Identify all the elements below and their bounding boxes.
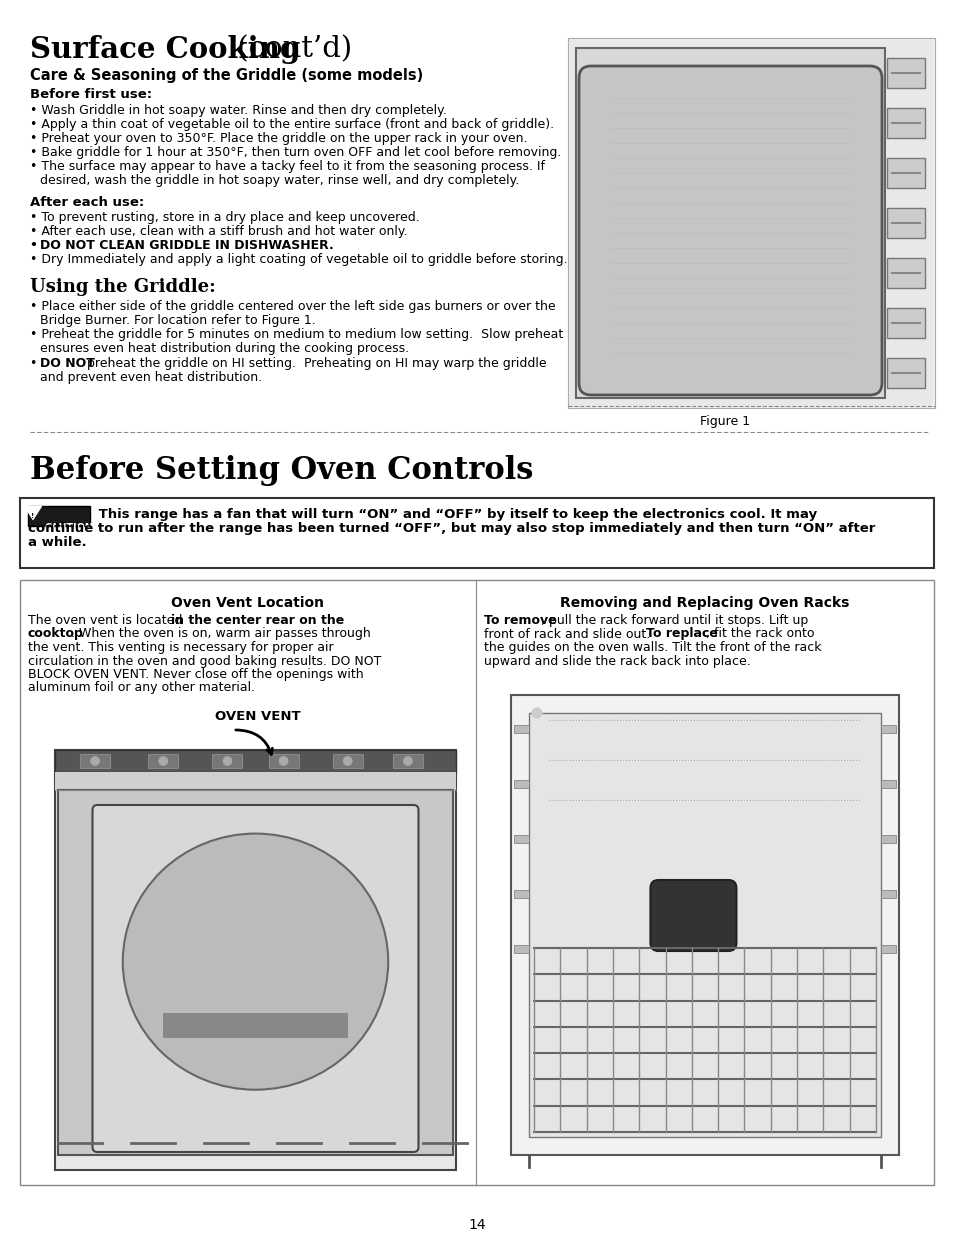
Polygon shape <box>24 506 42 520</box>
Text: continue to run after the range has been turned “OFF”, but may also stop immedia: continue to run after the range has been… <box>28 522 875 535</box>
Text: front of rack and slide out.: front of rack and slide out. <box>483 627 654 641</box>
Bar <box>514 725 529 734</box>
Circle shape <box>279 757 288 766</box>
FancyBboxPatch shape <box>578 65 882 395</box>
Text: Bridge Burner. For location refer to Figure 1.: Bridge Burner. For location refer to Fig… <box>40 314 315 327</box>
Ellipse shape <box>123 834 388 1089</box>
Text: • Dry Immediately and apply a light coating of vegetable oil to griddle before s: • Dry Immediately and apply a light coat… <box>30 253 567 266</box>
Bar <box>28 506 90 526</box>
Text: desired, wash the griddle in hot soapy water, rinse well, and dry completely.: desired, wash the griddle in hot soapy w… <box>40 174 518 186</box>
Bar <box>55 750 456 772</box>
Text: preheat the griddle on HI setting.  Preheating on HI may warp the griddle: preheat the griddle on HI setting. Prehe… <box>83 357 546 370</box>
Text: Before Setting Oven Controls: Before Setting Oven Controls <box>30 454 533 487</box>
Bar <box>880 725 895 734</box>
Bar <box>20 498 933 568</box>
FancyBboxPatch shape <box>92 805 418 1152</box>
Bar <box>529 713 880 1137</box>
Text: • Wash Griddle in hot soapy water. Rinse and then dry completely.: • Wash Griddle in hot soapy water. Rinse… <box>30 104 446 117</box>
Text: Oven Vent Location: Oven Vent Location <box>172 597 324 610</box>
Text: Surface Cooking: Surface Cooking <box>30 35 300 64</box>
Text: DO NOT: DO NOT <box>40 357 94 370</box>
Text: The oven vent is located: The oven vent is located <box>28 614 186 627</box>
Bar <box>886 107 924 138</box>
Text: OVEN VENT: OVEN VENT <box>215 710 300 722</box>
Text: •: • <box>30 240 42 252</box>
Bar <box>880 945 895 953</box>
Text: • Place either side of the griddle centered over the left side gas burners or ov: • Place either side of the griddle cente… <box>30 300 555 312</box>
Text: upward and slide the rack back into place.: upward and slide the rack back into plac… <box>483 655 750 667</box>
Bar <box>269 755 298 768</box>
Circle shape <box>158 757 168 766</box>
Text: , fit the rack onto: , fit the rack onto <box>705 627 814 641</box>
Text: • Preheat your oven to 350°F. Place the griddle on the upper rack in your oven.: • Preheat your oven to 350°F. Place the … <box>30 132 527 144</box>
Text: , pull the rack forward until it stops. Lift up: , pull the rack forward until it stops. … <box>540 614 807 627</box>
Text: BLOCK OVEN VENT. Never close off the openings with: BLOCK OVEN VENT. Never close off the ope… <box>28 668 363 680</box>
Text: circulation in the oven and good baking results. DO NOT: circulation in the oven and good baking … <box>28 655 381 667</box>
Bar <box>55 772 456 790</box>
Bar <box>886 258 924 288</box>
Text: After each use:: After each use: <box>30 196 144 209</box>
Bar <box>567 38 934 408</box>
Bar <box>80 755 110 768</box>
Bar <box>886 58 924 88</box>
Bar <box>886 207 924 238</box>
Bar <box>886 358 924 388</box>
Text: ensures even heat distribution during the cooking process.: ensures even heat distribution during th… <box>40 342 409 354</box>
FancyBboxPatch shape <box>650 881 736 951</box>
Text: This range has a fan that will turn “ON” and “OFF” by itself to keep the electro: This range has a fan that will turn “ON”… <box>94 508 817 521</box>
Bar <box>880 835 895 844</box>
Text: To replace: To replace <box>645 627 717 641</box>
Bar <box>20 580 933 1186</box>
Text: Figure 1: Figure 1 <box>700 415 749 429</box>
Text: 14: 14 <box>468 1218 485 1233</box>
Text: a while.: a while. <box>28 536 87 550</box>
Text: . When the oven is on, warm air passes through: . When the oven is on, warm air passes t… <box>71 627 371 641</box>
Text: CAUTION: CAUTION <box>45 522 94 534</box>
Text: (cont’d): (cont’d) <box>228 35 352 63</box>
Bar <box>880 890 895 898</box>
Bar <box>886 158 924 188</box>
Text: To remove: To remove <box>483 614 556 627</box>
Text: DO NOT CLEAN GRIDDLE IN DISHWASHER.: DO NOT CLEAN GRIDDLE IN DISHWASHER. <box>40 240 334 252</box>
Bar <box>514 781 529 788</box>
Circle shape <box>343 757 352 766</box>
Circle shape <box>223 757 232 766</box>
Bar <box>514 890 529 898</box>
Text: the vent. This venting is necessary for proper air: the vent. This venting is necessary for … <box>28 641 334 655</box>
Text: • To prevent rusting, store in a dry place and keep uncovered.: • To prevent rusting, store in a dry pla… <box>30 211 419 224</box>
Bar <box>213 755 242 768</box>
Bar <box>514 835 529 844</box>
Text: Care & Seasoning of the Griddle (some models): Care & Seasoning of the Griddle (some mo… <box>30 68 423 83</box>
Bar <box>393 755 422 768</box>
Bar <box>162 1013 348 1037</box>
Bar <box>576 48 884 398</box>
Bar <box>333 755 362 768</box>
Bar <box>880 781 895 788</box>
Text: • After each use, clean with a stiff brush and hot water only.: • After each use, clean with a stiff bru… <box>30 225 407 238</box>
Text: Using the Griddle:: Using the Griddle: <box>30 278 215 296</box>
Text: Before first use:: Before first use: <box>30 88 152 101</box>
Text: in the center rear on the: in the center rear on the <box>171 614 344 627</box>
Bar <box>511 695 898 1155</box>
Circle shape <box>403 757 412 766</box>
Text: and prevent even heat distribution.: and prevent even heat distribution. <box>40 370 262 384</box>
Bar <box>55 750 456 1170</box>
Text: the guides on the oven walls. Tilt the front of the rack: the guides on the oven walls. Tilt the f… <box>483 641 821 655</box>
Bar <box>58 790 453 1155</box>
Text: • Bake griddle for 1 hour at 350°F, then turn oven OFF and let cool before remov: • Bake griddle for 1 hour at 350°F, then… <box>30 146 560 159</box>
Text: !: ! <box>31 513 34 519</box>
Bar <box>514 945 529 953</box>
Bar <box>569 40 932 406</box>
Text: aluminum foil or any other material.: aluminum foil or any other material. <box>28 682 254 694</box>
Text: cooktop: cooktop <box>28 627 84 641</box>
Text: • The surface may appear to have a tacky feel to it from the seasoning process. : • The surface may appear to have a tacky… <box>30 161 544 173</box>
Circle shape <box>91 757 99 766</box>
Text: • Apply a thin coat of vegetable oil to the entire surface (front and back of gr: • Apply a thin coat of vegetable oil to … <box>30 119 554 131</box>
Text: Removing and Replacing Oven Racks: Removing and Replacing Oven Racks <box>559 597 849 610</box>
Circle shape <box>532 708 541 718</box>
Text: •: • <box>30 357 41 370</box>
Text: • Preheat the griddle for 5 minutes on medium to medium low setting.  Slow prehe: • Preheat the griddle for 5 minutes on m… <box>30 329 562 341</box>
Bar <box>148 755 178 768</box>
Bar <box>886 308 924 338</box>
